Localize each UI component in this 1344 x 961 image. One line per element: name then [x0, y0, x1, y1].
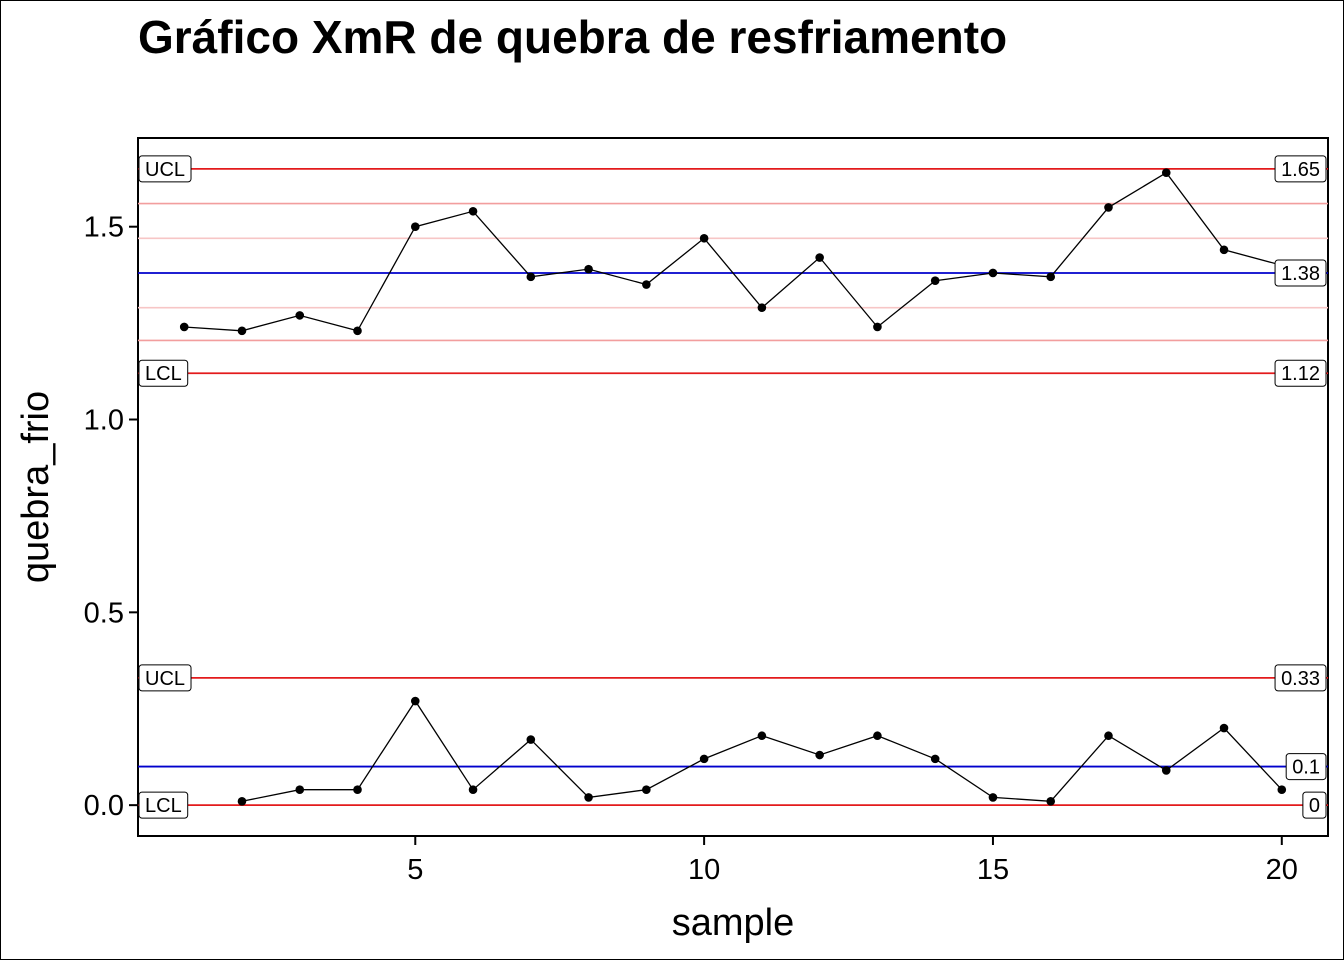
data-point-1-7 — [642, 785, 651, 795]
x-tick-label-3: 20 — [1266, 854, 1298, 886]
x-axis-title: sample — [672, 902, 795, 944]
right-limit-label-3-text: 0.33 — [1281, 668, 1320, 690]
left-limit-label-3: UCL — [138, 664, 192, 692]
data-point-1-16 — [1161, 766, 1171, 775]
series-line-0 — [184, 171, 1282, 332]
data-point-0-16 — [1104, 203, 1113, 212]
right-limit-label-5-box — [1302, 791, 1327, 819]
data-point-0-4 — [410, 222, 420, 231]
right-limit-label-1-text: 1.38 — [1281, 263, 1320, 285]
data-point-1-4 — [468, 785, 478, 795]
data-point-0-13 — [930, 276, 940, 285]
control-limits — [138, 167, 1328, 807]
right-limit-label-1: 1.38 — [1274, 259, 1327, 287]
right-limit-label-5-text: 0 — [1309, 795, 1320, 817]
data-point-0-12 — [873, 322, 882, 332]
data-point-0-6 — [526, 272, 536, 282]
chart-title: Gráfico XmR de quebra de resfriamento — [138, 11, 1007, 63]
left-limit-label-2-text: LCL — [145, 363, 182, 385]
right-limit-label-0: 1.65 — [1274, 155, 1327, 183]
data-point-0-3 — [353, 326, 362, 336]
data-point-0-2 — [295, 311, 305, 320]
data-point-1-10 — [815, 750, 824, 760]
data-point-1-6 — [584, 793, 593, 802]
data-point-1-15 — [1104, 731, 1113, 741]
left-limit-label-3-text: UCL — [145, 668, 185, 690]
right-limit-label-4: 0.1 — [1285, 753, 1327, 781]
x-axis: 5 10 15 20 — [407, 836, 1298, 886]
left-limit-label-5: LCL — [138, 791, 189, 819]
data-point-1-11 — [873, 731, 882, 741]
left-limit-label-3-box — [138, 664, 192, 692]
right-limit-label-4-box — [1285, 753, 1327, 781]
data-point-0-17 — [1161, 168, 1171, 178]
data-point-1-12 — [930, 754, 940, 764]
left-limit-label-0-text: UCL — [145, 159, 185, 181]
y-axis: 0.0 0.5 1.0 1.5 — [84, 212, 138, 822]
sigma-zones — [138, 202, 1328, 342]
right-limit-label-2-box — [1274, 359, 1327, 387]
x-tick-label-0: 5 — [407, 854, 423, 886]
y-tick-label-2: 1.0 — [84, 405, 124, 437]
right-limit-label-3: 0.33 — [1274, 664, 1327, 692]
y-tick-label-3: 1.5 — [84, 212, 124, 244]
x-tick-label-1: 10 — [688, 854, 720, 886]
data-point-1-0 — [237, 796, 247, 806]
left-limit-label-5-box — [138, 791, 189, 819]
right-limit-label-0-box — [1274, 155, 1327, 183]
data-point-0-14 — [988, 268, 998, 278]
data-point-1-3 — [410, 696, 420, 706]
data-point-1-2 — [353, 785, 362, 795]
data-point-1-5 — [526, 735, 536, 744]
y-tick-label-1: 0.5 — [84, 597, 124, 629]
left-limit-label-5-text: LCL — [145, 795, 182, 817]
right-limit-label-1-box — [1274, 259, 1327, 287]
left-limit-label-2-box — [138, 359, 189, 387]
data-point-0-5 — [468, 206, 478, 216]
left-limit-label-0-box — [138, 155, 192, 183]
data-point-1-14 — [1046, 796, 1056, 806]
data-series — [179, 168, 1287, 806]
data-point-1-17 — [1219, 723, 1229, 733]
series-line-1 — [241, 699, 1283, 802]
data-point-1-8 — [699, 754, 709, 764]
data-point-0-1 — [237, 326, 247, 336]
data-point-1-18 — [1277, 785, 1287, 795]
data-point-1-9 — [757, 731, 767, 741]
right-limit-label-4-text: 0.1 — [1292, 757, 1320, 779]
data-point-0-11 — [815, 253, 824, 262]
x-tick-label-2: 15 — [977, 854, 1009, 886]
data-point-1-1 — [295, 785, 305, 795]
left-limit-label-2: LCL — [138, 359, 189, 387]
right-limit-label-2-text: 1.12 — [1281, 363, 1320, 385]
plot-area — [137, 137, 1329, 837]
right-limit-label-2: 1.12 — [1274, 359, 1327, 387]
data-point-1-13 — [988, 793, 998, 802]
data-point-0-18 — [1219, 245, 1229, 255]
left-limit-label-0: UCL — [138, 155, 192, 183]
right-limit-label-0-text: 1.65 — [1281, 159, 1320, 181]
data-point-0-7 — [584, 264, 593, 274]
data-point-0-9 — [699, 233, 709, 243]
y-axis-title: quebra_frio — [15, 391, 57, 583]
data-point-0-8 — [642, 280, 651, 289]
right-limit-label-3-box — [1274, 664, 1327, 692]
right-limit-label-5: 0 — [1302, 791, 1327, 819]
data-point-0-15 — [1046, 272, 1056, 282]
data-point-0-10 — [757, 303, 767, 312]
y-tick-label-0: 0.0 — [84, 790, 124, 822]
data-point-0-0 — [179, 322, 189, 332]
limit-labels: UCL 1.65 1.38 LCL 1.12 UCL 0.33 0.1 LCL 0 — [138, 155, 1327, 819]
